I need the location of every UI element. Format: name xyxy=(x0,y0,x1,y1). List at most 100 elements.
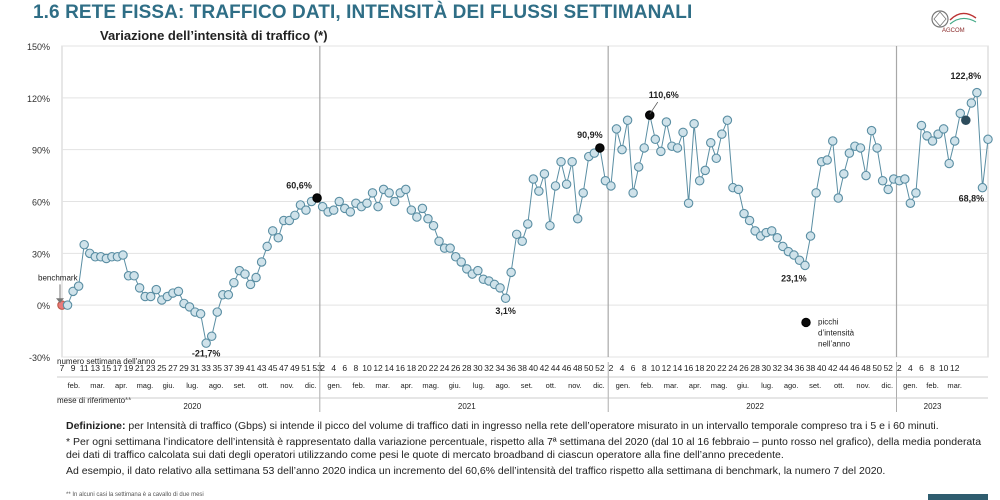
x-tick-month: lug. xyxy=(761,381,773,390)
x-tick-week: 12 xyxy=(662,363,672,373)
x-tick-week: 35 xyxy=(213,363,223,373)
x-tick-week: 36 xyxy=(506,363,516,373)
data-point xyxy=(345,207,356,217)
x-tick-week: 16 xyxy=(684,363,694,373)
data-point xyxy=(423,214,433,224)
line-chart: -30% 0% 30% 60% 90% 120% 150% 60,6% -21,7% 3,1% 90… xyxy=(27,42,993,412)
data-point xyxy=(911,188,921,198)
data-point xyxy=(855,143,866,153)
x-tick-month: dic. xyxy=(593,381,605,390)
x-tick-week: 34 xyxy=(784,363,794,373)
y-tick-label: 0% xyxy=(37,301,50,311)
data-point xyxy=(722,115,733,126)
x-tick-week: 24 xyxy=(440,363,450,373)
data-point xyxy=(129,271,139,281)
x-tick-week: 26 xyxy=(451,363,461,373)
data-point xyxy=(578,188,588,198)
data-point xyxy=(606,181,616,191)
x-tick-month: nov. xyxy=(568,381,582,390)
x-tick-month: ago. xyxy=(209,381,224,390)
x-tick-week: 27 xyxy=(168,363,178,373)
page-title: 1.6 RETE FISSA: TRAFFICO DATI, INTENSITÀ… xyxy=(33,2,693,23)
data-label: 3,1% xyxy=(495,306,516,316)
x-tick-month: feb. xyxy=(641,381,654,390)
x-axis-week-title: numero settimana dell'anno xyxy=(57,357,156,366)
x-tick-month: dic. xyxy=(881,381,893,390)
y-tick-label: 60% xyxy=(32,198,50,208)
data-point xyxy=(622,115,633,126)
data-point xyxy=(151,284,162,295)
data-point xyxy=(827,136,838,146)
definitions-block: Definizione: per Intensità di traffico (… xyxy=(66,420,986,481)
x-tick-month: gen. xyxy=(616,381,631,390)
x-tick-week: 52 xyxy=(883,363,893,373)
x-tick-week: 20 xyxy=(418,363,428,373)
data-point xyxy=(528,174,539,184)
data-point xyxy=(977,182,988,193)
x-tick-week: 50 xyxy=(872,363,882,373)
data-point xyxy=(678,127,688,138)
x-tick-week: 10 xyxy=(651,363,661,373)
x-tick-month: feb. xyxy=(68,381,81,390)
x-tick-week: 40 xyxy=(817,363,827,373)
x-tick-week: 48 xyxy=(573,363,583,373)
data-point xyxy=(417,203,428,214)
data-point xyxy=(811,188,821,198)
x-tick-week: 42 xyxy=(828,363,838,373)
x-tick-week: 30 xyxy=(761,363,771,373)
data-point xyxy=(79,239,89,250)
x-tick-week: 25 xyxy=(157,363,167,373)
agcom-logo-text: AGCOM xyxy=(942,28,965,34)
data-point xyxy=(495,283,505,293)
data-point xyxy=(733,184,744,195)
x-tick-month: mag. xyxy=(711,381,728,390)
data-point xyxy=(539,169,550,179)
x-tick-week: 8 xyxy=(642,363,647,373)
x-tick-week: 23 xyxy=(146,363,156,373)
data-point xyxy=(301,205,311,215)
data-point xyxy=(617,144,627,155)
x-tick-month: mar. xyxy=(664,381,679,390)
x-tick-week: 32 xyxy=(484,363,494,373)
x-tick-week: 38 xyxy=(517,363,527,373)
x-tick-week: 41 xyxy=(246,363,256,373)
data-point xyxy=(201,338,211,348)
x-tick-week: 49 xyxy=(290,363,300,373)
data-point xyxy=(434,236,444,246)
x-tick-month: nov. xyxy=(856,381,870,390)
data-point xyxy=(73,281,84,291)
x-tick-week: 26 xyxy=(739,363,749,373)
data-point xyxy=(373,201,383,212)
data-point xyxy=(955,108,966,119)
x-tick-week: 46 xyxy=(850,363,860,373)
x-tick-week: 16 xyxy=(396,363,406,373)
data-point xyxy=(966,98,977,108)
data-point xyxy=(650,134,661,145)
data-point xyxy=(572,214,583,224)
data-point xyxy=(229,277,239,288)
legend-peak-label: d’intensità xyxy=(818,328,855,337)
x-tick-week: 53 xyxy=(312,363,322,373)
x-tick-week: 44 xyxy=(551,363,561,373)
data-point xyxy=(511,229,522,240)
x-tick-year: 2021 xyxy=(458,402,476,411)
x-axis-month-title: mese di riferimento** xyxy=(57,396,131,405)
x-tick-week: 9 xyxy=(71,363,76,373)
x-tick-month: feb. xyxy=(926,381,939,390)
x-tick-week: 8 xyxy=(930,363,935,373)
legend-peak-marker xyxy=(801,317,811,328)
data-point xyxy=(983,134,993,145)
data-point xyxy=(545,220,555,231)
x-tick-week: 18 xyxy=(695,363,705,373)
data-point xyxy=(262,241,272,252)
x-tick-month: set. xyxy=(521,381,533,390)
agcom-logo-icon xyxy=(931,10,977,28)
data-point xyxy=(883,184,893,195)
data-point xyxy=(656,146,666,157)
data-label: 90,9% xyxy=(577,130,603,140)
data-point xyxy=(944,158,954,169)
x-tick-month: ago. xyxy=(784,381,799,390)
x-tick-month: ott. xyxy=(546,381,556,390)
y-tick-label: 30% xyxy=(32,249,50,259)
data-point xyxy=(206,331,217,342)
